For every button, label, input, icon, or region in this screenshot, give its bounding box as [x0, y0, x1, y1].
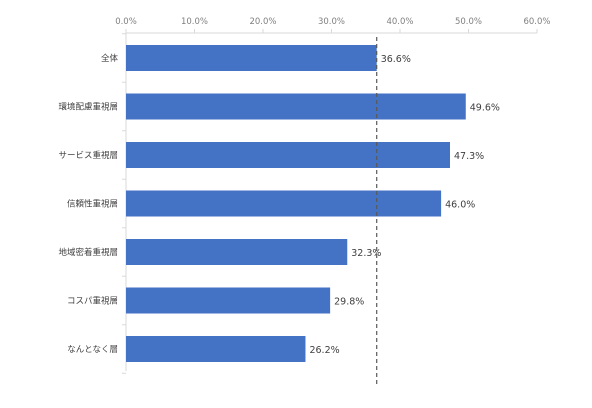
bar — [126, 93, 466, 120]
x-tick-label: 0.0% — [115, 17, 137, 27]
category-label: 全体 — [101, 53, 119, 64]
category-label: 環境配慮重視層 — [58, 102, 118, 113]
data-label: 36.6% — [381, 54, 411, 65]
x-tick-label: 40.0% — [386, 17, 413, 27]
bar — [126, 142, 451, 168]
data-label: 29.8% — [334, 297, 364, 308]
x-tick-label: 60.0% — [523, 17, 550, 27]
data-label: 32.3% — [351, 248, 381, 259]
bar — [126, 336, 306, 362]
category-label: なんとなく層 — [67, 345, 118, 355]
data-label: 46.0% — [445, 200, 475, 211]
bar-layer — [126, 45, 466, 362]
bar — [126, 287, 331, 314]
bar — [126, 45, 377, 71]
label-layer: 全体 36.6% 環境配慮重視層 49.6% サービス重視層 47.3% 信頼性重視層 46.… — [58, 37, 500, 385]
category-label: サービス重視層 — [58, 150, 118, 161]
category-label: 信頼性重視層 — [67, 199, 118, 210]
x-tick-label: 20.0% — [249, 17, 276, 27]
x-tick-label: 10.0% — [181, 17, 208, 27]
bar — [126, 190, 442, 217]
category-label: 地域密着重視層 — [58, 247, 118, 258]
x-tick-label: 50.0% — [455, 17, 482, 27]
data-label: 26.2% — [309, 345, 339, 356]
data-label: 49.6% — [470, 103, 500, 114]
data-label: 47.3% — [454, 151, 484, 162]
axis-layer: 0.0% 10.0% 20.0% 30.0% 40.0% 50.0% 60.0% — [115, 17, 551, 374]
bar — [126, 239, 348, 265]
category-label: コスパ重視層 — [67, 296, 118, 307]
x-tick-label: 30.0% — [318, 17, 345, 27]
